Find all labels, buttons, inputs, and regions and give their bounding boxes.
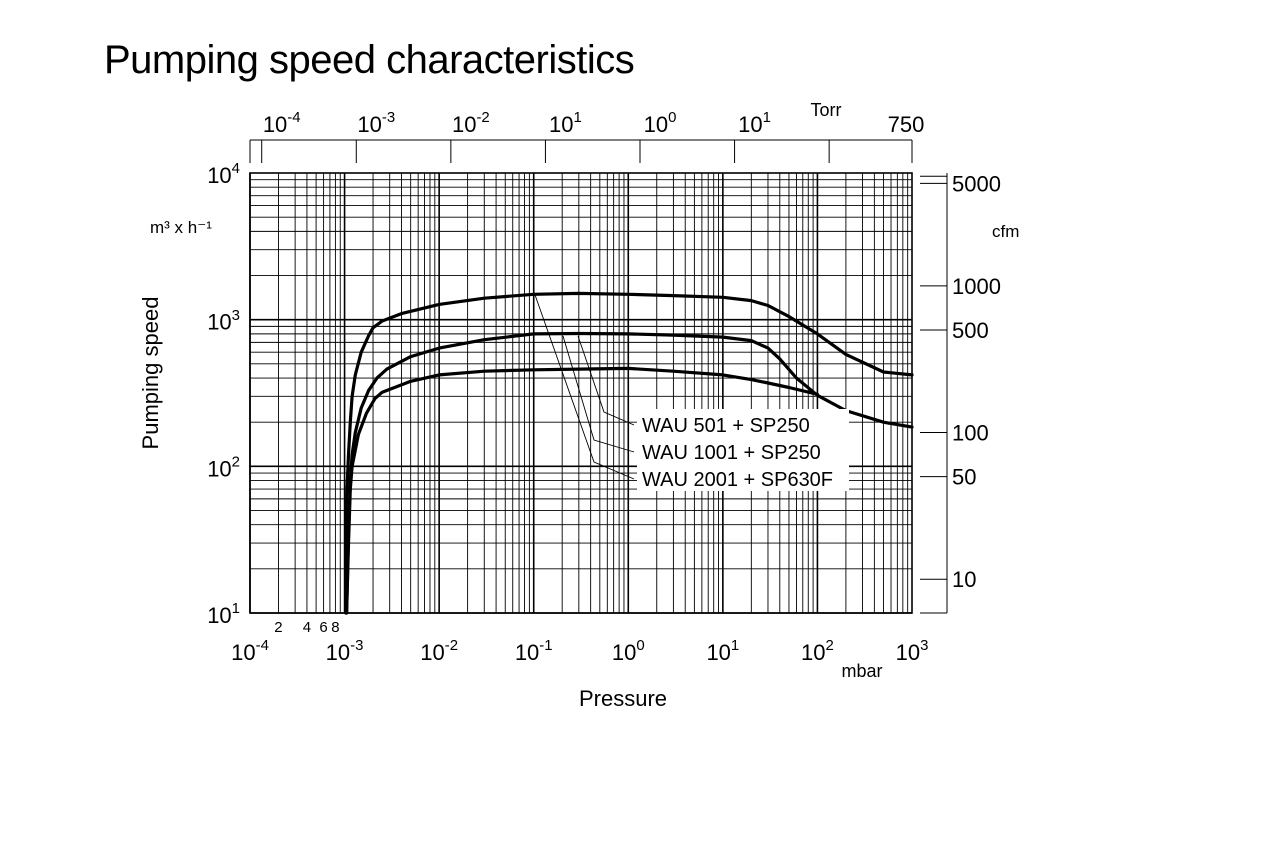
- top-tick-label: 10-2: [452, 109, 490, 137]
- legend-label-1: WAU 501 + SP250: [642, 415, 810, 437]
- legend-leader-1: [577, 335, 635, 426]
- top-tick-label: 750: [888, 112, 925, 137]
- plot-frame: [249, 172, 913, 614]
- axes: 10-4 10-3 10-2 10-1 100 101 102 103 2 4 6 8 mbar Pres…: [138, 100, 1019, 711]
- x-tick-label: 10-3: [326, 637, 364, 665]
- legend-leader-2: [562, 335, 635, 453]
- y-tick-label: 102: [207, 453, 240, 481]
- right-tick-label: 50: [952, 465, 976, 490]
- x-tick-label: 103: [896, 637, 929, 665]
- right-tick-label: 10: [952, 567, 976, 592]
- x-tick-label: 102: [801, 637, 834, 665]
- top-tick-label: 100: [644, 109, 677, 137]
- x-tick-label: 10-2: [420, 637, 458, 665]
- right-tick-label: 5000: [952, 171, 1001, 196]
- y-tick-label: 104: [207, 160, 240, 188]
- top-tick-label: 101: [549, 109, 582, 137]
- x-unit-label: mbar: [841, 661, 882, 681]
- top-unit-label: Torr: [811, 100, 842, 120]
- y-axis-label: Pumping speed: [138, 297, 163, 450]
- x-tick-label: 100: [612, 637, 645, 665]
- top-tick-label: 101: [738, 109, 771, 137]
- grid: [249, 172, 913, 614]
- series-curve-2: [345, 331, 914, 615]
- series-curve-3: [344, 291, 914, 615]
- legend-label-3: WAU 2001 + SP630F: [642, 469, 833, 491]
- legend-leader-3: [533, 291, 635, 480]
- y-tick-label: 103: [207, 307, 240, 335]
- y-unit-label: m³ x h⁻¹: [150, 218, 212, 237]
- top-tick-label: 10-3: [357, 109, 395, 137]
- x-tick-label: 10-4: [231, 637, 269, 665]
- right-tick-label: 1000: [952, 274, 1001, 299]
- x-axis-label: Pressure: [579, 686, 667, 711]
- right-tick-label: 500: [952, 318, 989, 343]
- legend: WAU 501 + SP250 WAU 1001 + SP250 WAU 2001 …: [533, 291, 849, 491]
- chart-title: Pumping speed characteristics: [104, 38, 635, 82]
- right-tick-label: 100: [952, 421, 989, 446]
- right-unit-label: cfm: [992, 222, 1019, 241]
- x-minor-tick-label: 6: [319, 619, 327, 636]
- legend-label-2: WAU 1001 + SP250: [642, 442, 821, 464]
- top-tick-label: 10-4: [263, 109, 301, 137]
- legend-box: [637, 409, 849, 491]
- x-minor-tick-label: 4: [303, 619, 311, 636]
- x-tick-label: 10-1: [515, 637, 553, 665]
- x-tick-label: 101: [706, 637, 739, 665]
- x-minor-tick-label: 2: [274, 619, 282, 636]
- y-tick-label: 101: [207, 600, 240, 628]
- series-curves: [344, 291, 914, 615]
- x-minor-tick-label: 8: [331, 619, 339, 636]
